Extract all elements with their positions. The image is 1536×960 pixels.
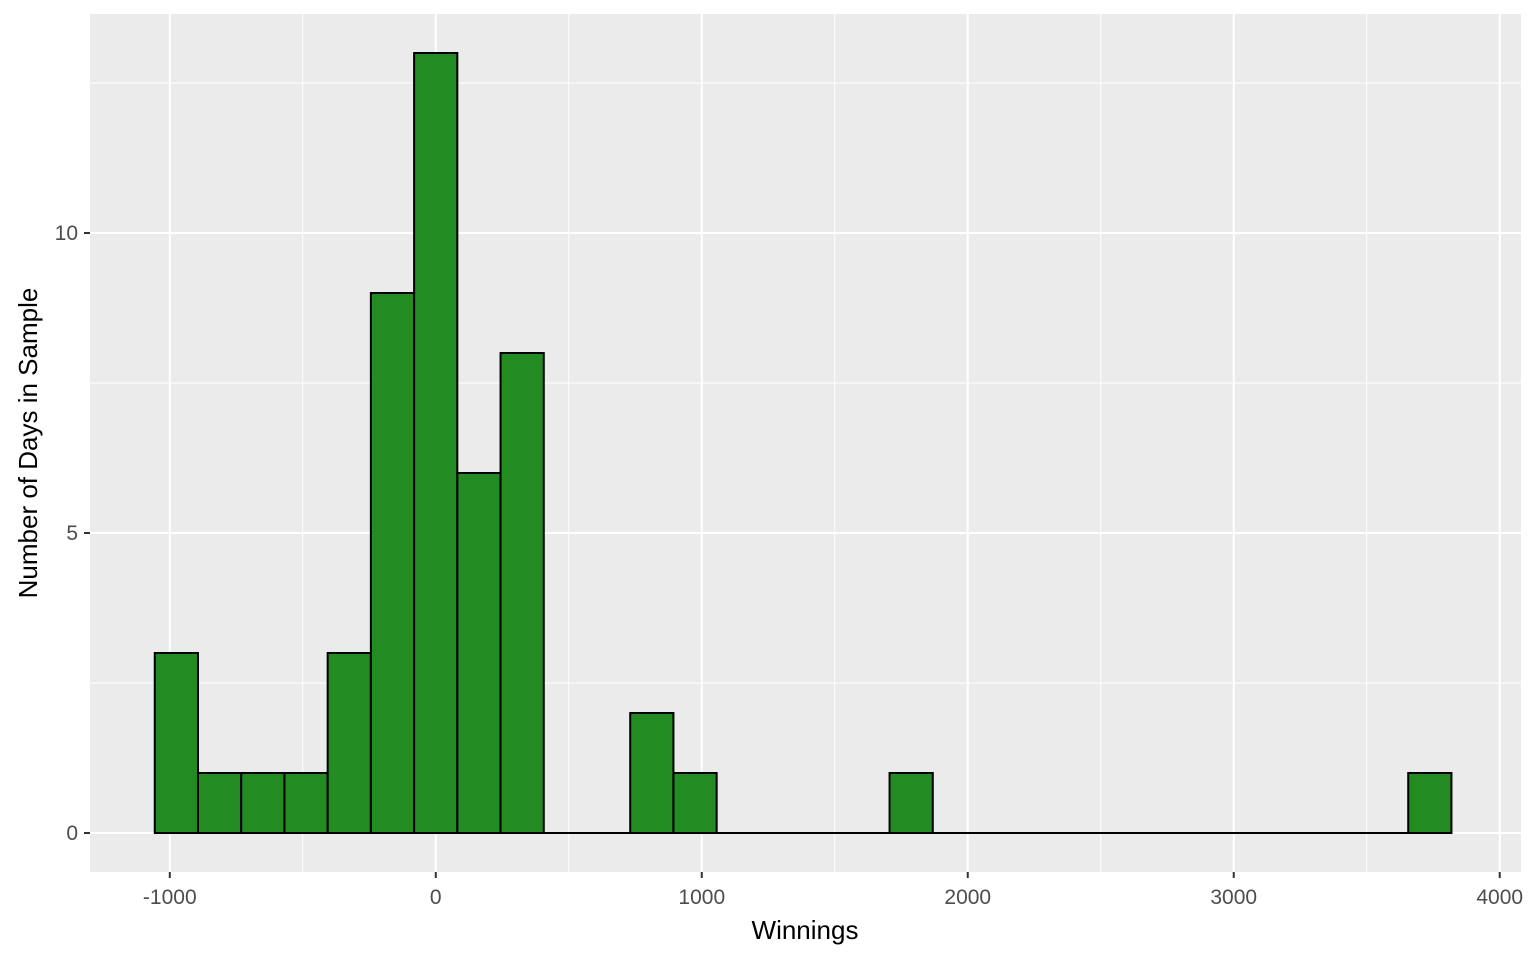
x-axis-ticks: -1000 0 1000 2000 3000 4000 [143, 872, 1523, 909]
x-tick-label: 4000 [1476, 886, 1523, 909]
histogram-bar [369, 292, 416, 834]
histogram-bar [1407, 772, 1453, 834]
x-tick-label: 2000 [944, 886, 991, 909]
histogram-bar [888, 772, 934, 834]
histogram-bar [326, 652, 372, 834]
x-tick-label: -1000 [143, 886, 197, 909]
y-tick-label: 0 [66, 822, 78, 845]
plot-panel [90, 14, 1521, 872]
x-tick-label: 1000 [678, 886, 725, 909]
x-tick-label: 0 [430, 886, 442, 909]
y-tick-label: 10 [55, 222, 78, 245]
y-tick-label: 5 [66, 522, 78, 545]
x-axis-title: Winnings [752, 915, 859, 945]
histogram-bar [499, 352, 545, 834]
y-axis-title: Number of Days in Sample [13, 288, 43, 599]
histogram-bar [196, 772, 243, 834]
histogram-bars [153, 52, 1453, 834]
histogram-bar [413, 52, 459, 834]
x-tick-label: 3000 [1210, 886, 1257, 909]
histogram-bar [283, 772, 329, 834]
histogram-bar [240, 772, 286, 834]
histogram-bar [153, 652, 199, 834]
histogram-bar [456, 472, 502, 834]
histogram-bar [629, 712, 675, 834]
y-axis-ticks: 0 5 10 [55, 222, 90, 845]
histogram-bar [672, 772, 718, 834]
